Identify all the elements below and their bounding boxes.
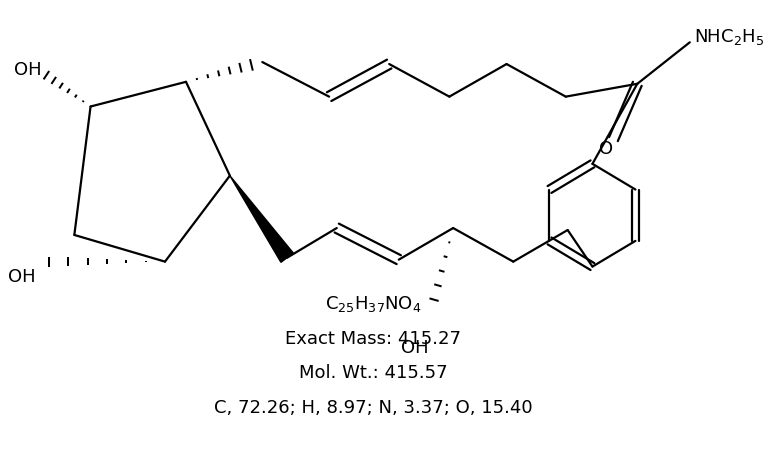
Text: Exact Mass: 415.27: Exact Mass: 415.27: [285, 330, 461, 348]
Text: OH: OH: [401, 339, 429, 357]
Text: Mol. Wt.: 415.57: Mol. Wt.: 415.57: [299, 364, 447, 382]
Text: O: O: [599, 140, 613, 158]
Text: NHC$_2$H$_5$: NHC$_2$H$_5$: [694, 27, 764, 47]
Polygon shape: [230, 175, 293, 263]
Text: C, 72.26; H, 8.97; N, 3.37; O, 15.40: C, 72.26; H, 8.97; N, 3.37; O, 15.40: [213, 399, 532, 417]
Text: OH: OH: [14, 61, 42, 79]
Text: C$_{25}$H$_{37}$NO$_{4}$: C$_{25}$H$_{37}$NO$_{4}$: [324, 294, 421, 314]
Text: OH: OH: [8, 269, 35, 287]
